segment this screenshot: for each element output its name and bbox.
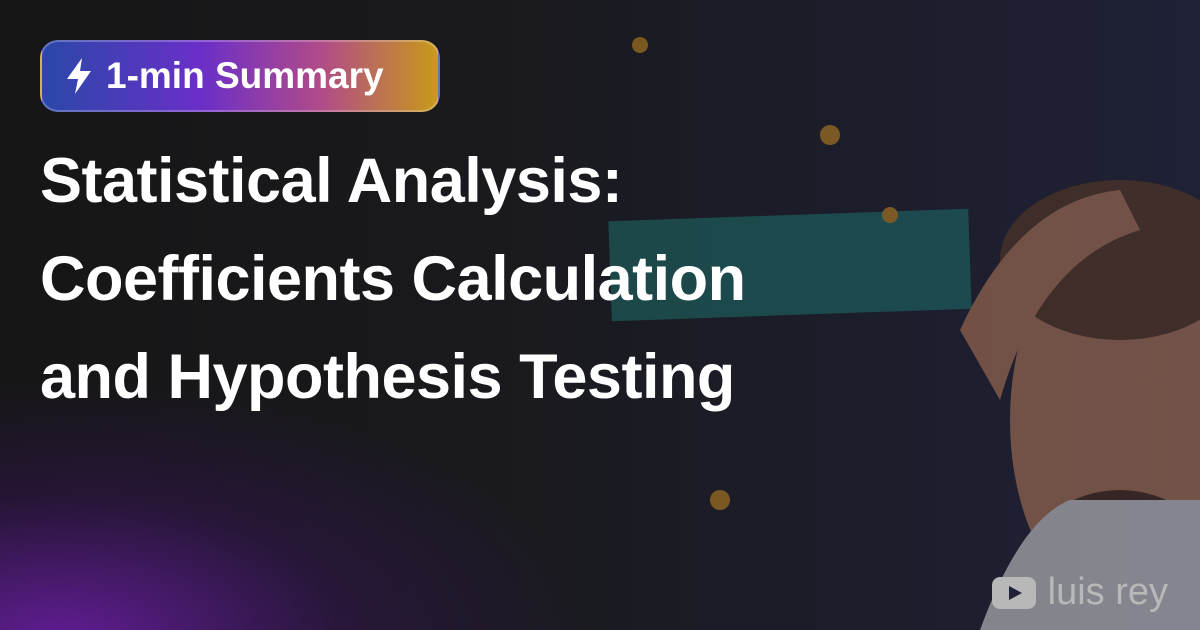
bolt-icon: [67, 58, 91, 94]
youtube-icon: [991, 576, 1036, 609]
channel: luis rey: [991, 571, 1168, 614]
badge-text: 1-min Summary: [106, 55, 384, 96]
channel-name: luis rey: [1047, 571, 1168, 613]
background-art: [608, 37, 1200, 630]
title: Statistical Analysis: Coefficients Calcul…: [40, 132, 746, 426]
badge: 1-min Summary: [40, 40, 440, 112]
title-line: Coefficients Calculation: [40, 244, 746, 314]
title-line: Statistical Analysis:: [40, 146, 623, 216]
title-line: and Hypothesis Testing: [40, 342, 735, 412]
